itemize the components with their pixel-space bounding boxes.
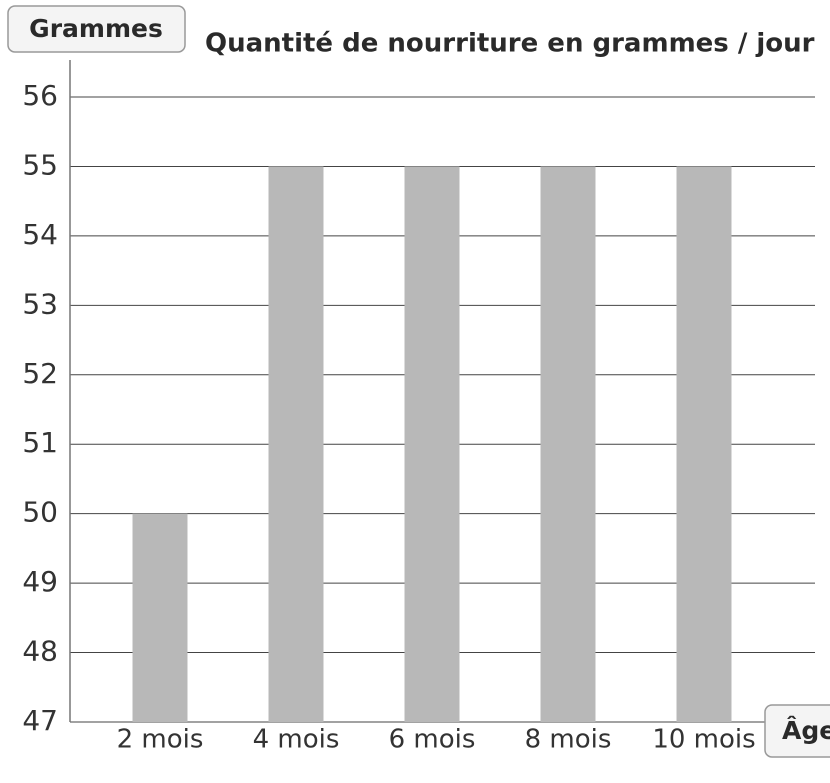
x-label-box xyxy=(764,704,830,758)
bar xyxy=(268,166,324,722)
bar xyxy=(676,166,732,722)
y-tick-label: 49 xyxy=(22,565,58,598)
y-tick-label: 53 xyxy=(22,287,58,320)
chart-title: Quantité de nourriture en grammes / jour xyxy=(205,29,815,59)
bars xyxy=(132,166,732,722)
x-tick-label: 6 mois xyxy=(389,725,476,755)
y-tick-label: 56 xyxy=(22,79,58,112)
y-label-box xyxy=(7,5,186,53)
y-tick-label: 48 xyxy=(22,635,58,668)
y-tick-label: 52 xyxy=(22,357,58,390)
x-axis-label: Âge xyxy=(782,716,830,745)
bar xyxy=(540,166,596,722)
bar xyxy=(404,166,460,722)
y-tick-label: 47 xyxy=(22,704,58,737)
bar xyxy=(132,513,188,722)
y-tick-label: 54 xyxy=(22,218,58,251)
x-tick-label: 2 mois xyxy=(117,725,204,755)
x-tick-label: 4 mois xyxy=(253,725,340,755)
y-axis-label: Grammes xyxy=(29,14,163,43)
y-tick-label: 55 xyxy=(22,148,58,181)
x-tick-label: 8 mois xyxy=(525,725,612,755)
y-tick-label: 51 xyxy=(22,426,58,459)
y-tick-label: 50 xyxy=(22,496,58,529)
x-tick-label: 10 mois xyxy=(652,725,755,755)
